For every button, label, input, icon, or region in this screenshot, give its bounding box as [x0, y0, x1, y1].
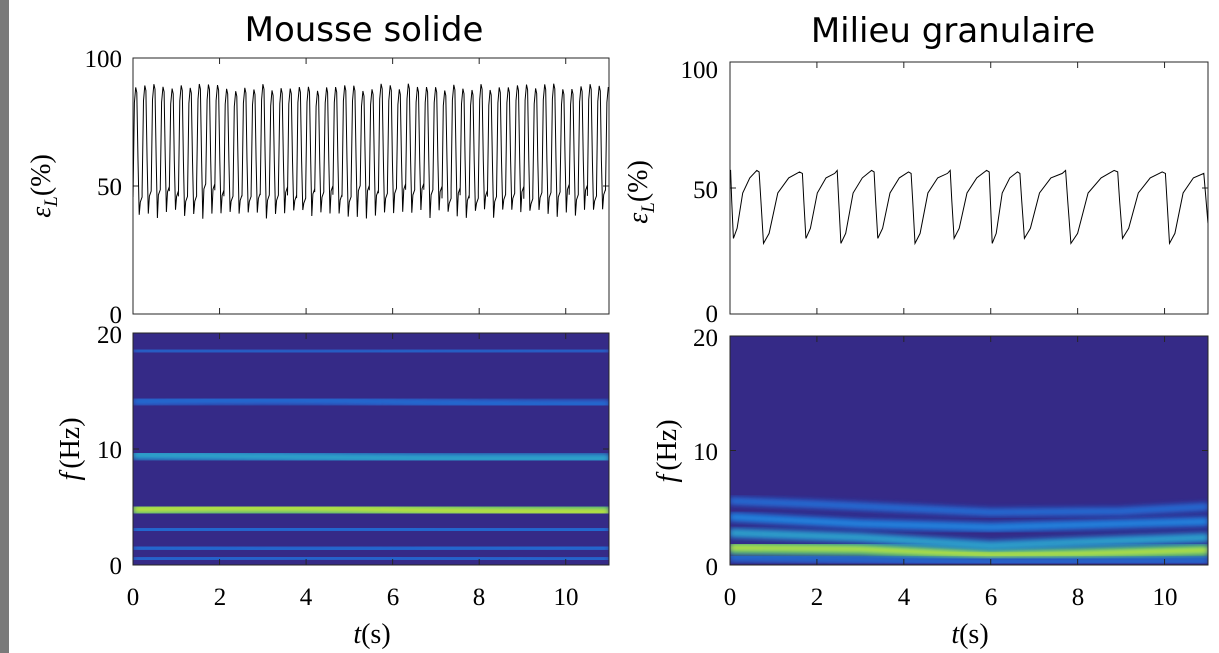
y-label-subscript: L: [41, 196, 62, 208]
spectral-band-core: [133, 505, 609, 515]
x-tick-0-bl: 0: [127, 584, 140, 611]
y-tick-0-br: 0: [706, 554, 719, 581]
panel-top-left: 100 50 0 εL(%): [26, 46, 610, 329]
y-label-unit: (%): [26, 154, 57, 196]
spectral-band-core: [730, 515, 1208, 529]
title-left: Mousse solide: [245, 10, 484, 50]
x-tick-8-br: 8: [1072, 584, 1085, 611]
title-right: Milieu granulaire: [811, 11, 1095, 51]
y-tick-50-tl: 50: [97, 174, 122, 201]
panel-bottom-left: 20 10 0 0 2 4 6 8 10 t(s) f(Hz): [55, 322, 610, 650]
left-border: [0, 0, 9, 653]
y-axis-label-bl: f(Hz): [55, 417, 86, 480]
x-tick-6-br: 6: [985, 584, 998, 611]
y-label-symbol: ε: [26, 207, 57, 218]
spectral-band-core: [730, 499, 1208, 514]
y-tick-0-tr: 0: [706, 301, 719, 328]
y-tick-20-bl: 20: [97, 322, 122, 349]
x-tick-2-bl: 2: [214, 584, 227, 611]
y-tick-100-tr: 100: [681, 57, 719, 84]
x-tick-8-bl: 8: [473, 584, 486, 611]
spectral-band-core: [133, 452, 609, 461]
x-tick-2-br: 2: [811, 584, 824, 611]
axis-ticks-tl: [132, 57, 609, 315]
panel-bottom-right: 20 10 0 0 2 4 6 8 10 t(s) f(Hz): [652, 325, 1209, 650]
axis-ticks-br: [729, 335, 1208, 566]
spectral-band-core: [133, 349, 609, 353]
spectral-band-core: [133, 527, 609, 532]
spectral-band-core: [133, 546, 609, 551]
y-tick-100-tl: 100: [85, 46, 123, 73]
x-axis-label-br: t(s): [951, 619, 988, 650]
spectral-band-core: [133, 556, 609, 561]
x-tick-4-bl: 4: [300, 584, 313, 611]
y-tick-50-tr: 50: [693, 177, 718, 204]
panel-top-right: 100 50 0 εL(%): [623, 57, 1209, 328]
x-tick-4-br: 4: [898, 584, 911, 611]
x-tick-6-bl: 6: [387, 584, 400, 611]
y-tick-0-tl: 0: [110, 302, 123, 329]
x-tick-10-br: 10: [1153, 584, 1178, 611]
y-axis-label-br: f(Hz): [652, 419, 683, 482]
x-tick-0-br: 0: [724, 584, 737, 611]
x-axis-label-bl: t(s): [353, 619, 390, 650]
y-axis-label-tl: εL(%): [26, 154, 62, 218]
y-axis-label-tr: εL(%): [623, 160, 659, 224]
axis-ticks-bl: [132, 332, 609, 566]
plot-area-tr: [729, 61, 1209, 315]
y-tick-20-br: 20: [693, 325, 718, 352]
spectral-band-core: [730, 531, 1208, 548]
x-tick-10-bl: 10: [554, 584, 579, 611]
y-tick-10-br: 10: [693, 439, 718, 466]
spectrogram-bands-left: [133, 347, 609, 563]
strain-series-line-left: [133, 83, 609, 219]
y-tick-10-bl: 10: [97, 437, 122, 464]
strain-series-line-right: [730, 169, 1208, 246]
spectral-band-core: [730, 545, 1208, 558]
spectral-band-core: [133, 399, 609, 406]
y-tick-0-bl: 0: [110, 553, 123, 580]
